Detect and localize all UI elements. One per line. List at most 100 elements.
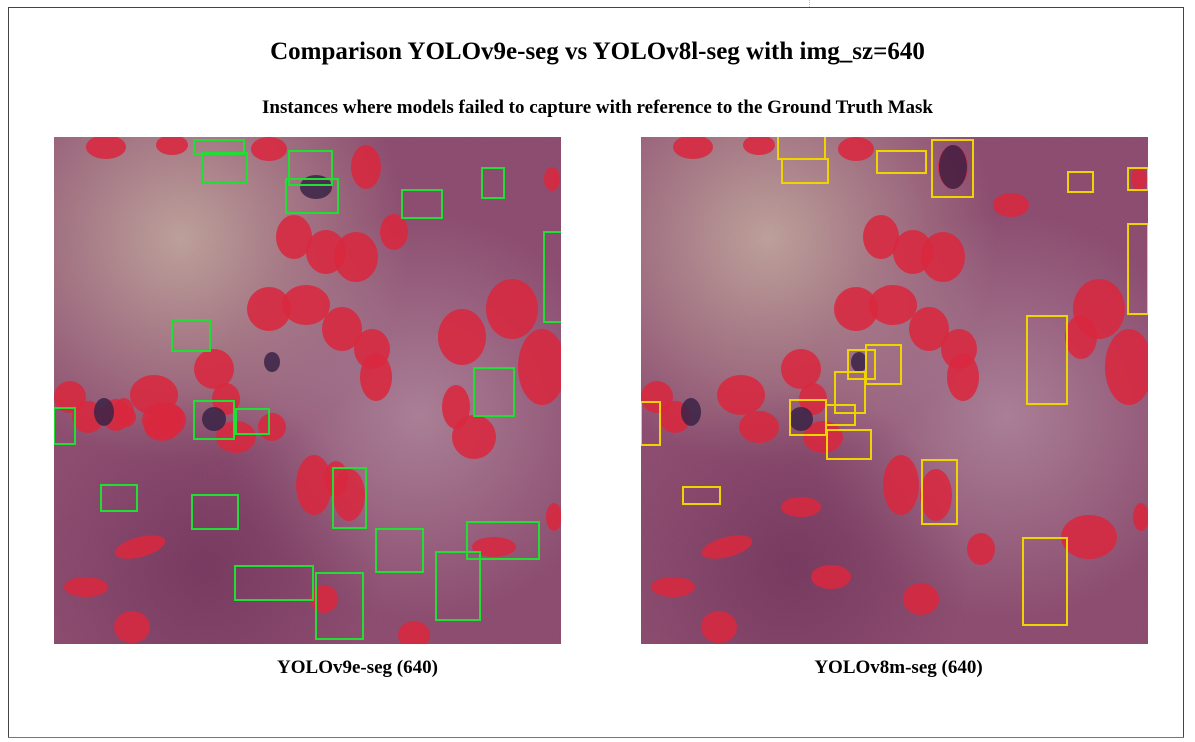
cell-mask	[743, 137, 775, 155]
missed-instance-box	[193, 400, 235, 440]
cell-mask	[811, 565, 851, 589]
missed-instance-box	[234, 565, 314, 601]
missed-instance-box	[847, 349, 876, 380]
detection-boxes-yolov8m	[641, 137, 1148, 626]
missed-instance-box	[435, 551, 481, 621]
cell-mask	[360, 353, 392, 401]
cell-mask	[116, 407, 136, 427]
cell-mask	[247, 287, 291, 331]
missed-instance-box	[931, 139, 974, 198]
caption-yolov8m: YOLOv8m-seg (640)	[814, 657, 983, 678]
nucleus	[202, 407, 226, 431]
cell-mask	[86, 137, 126, 159]
cell-mask	[334, 232, 378, 282]
figure-title: Comparison YOLOv9e-seg vs YOLOv8l-seg wi…	[270, 38, 925, 65]
cell-mask	[967, 533, 995, 565]
cell-mask	[380, 214, 408, 250]
cell-mask	[438, 309, 486, 365]
panel-yolov8m	[641, 137, 1148, 644]
missed-instance-box	[826, 429, 872, 460]
cell-mask	[296, 455, 332, 515]
cell-mask	[781, 497, 821, 517]
cell-mask	[869, 285, 917, 325]
missed-instance-box	[641, 401, 661, 446]
cell-mask	[546, 503, 561, 531]
cell-mask	[258, 413, 286, 441]
nucleus	[300, 175, 332, 199]
cell-mask	[993, 193, 1029, 217]
missed-instance-box	[481, 167, 505, 199]
missed-instance-box	[921, 459, 958, 525]
cell-mask	[322, 307, 362, 351]
nucleus	[939, 145, 967, 189]
cell-mask	[947, 353, 979, 401]
cell-mask	[903, 583, 939, 615]
cell-mask	[883, 455, 919, 515]
missed-instance-box	[473, 367, 515, 417]
cell-mask	[701, 611, 737, 643]
cell-mask	[651, 577, 695, 597]
cell-mask	[673, 137, 713, 159]
cell-mask	[472, 537, 516, 557]
cell-mask	[1105, 329, 1148, 405]
missed-instance-box	[466, 521, 540, 560]
missed-instance-box	[1127, 167, 1148, 191]
missed-instance-box	[781, 158, 829, 184]
cell-mask	[834, 287, 878, 331]
missed-instance-box	[1067, 171, 1094, 193]
missed-instance-box	[332, 467, 367, 529]
cell-mask	[114, 611, 150, 643]
top-tick-mark	[809, 0, 810, 7]
missed-instance-box	[825, 404, 856, 426]
cell-mask	[194, 349, 234, 389]
detection-boxes-yolov9e	[54, 139, 561, 640]
missed-instance-box	[543, 231, 561, 323]
missed-instance-box	[401, 189, 443, 219]
missed-instance-box	[285, 178, 339, 214]
missed-instance-box	[1127, 223, 1148, 315]
missed-instance-box	[876, 150, 927, 174]
missed-instance-box	[865, 344, 902, 385]
figure-subtitle: Instances where models failed to capture…	[262, 97, 933, 118]
missed-instance-box	[235, 408, 270, 435]
cell-mask	[781, 349, 821, 389]
cell-mask	[351, 145, 381, 189]
nucleus	[681, 398, 701, 426]
missed-instance-box	[288, 150, 333, 186]
missed-instance-box	[315, 572, 364, 640]
cell-mask	[486, 279, 538, 339]
cell-mask	[152, 409, 172, 429]
tissue-image-yolov9e	[54, 137, 561, 644]
cell-mask	[398, 621, 430, 644]
cell-mask	[1133, 503, 1148, 531]
cell-mask	[1065, 315, 1097, 359]
panel-yolov9e	[54, 137, 561, 644]
cell-mask	[863, 215, 899, 259]
missed-instance-box	[1022, 537, 1068, 626]
nucleus	[789, 407, 813, 431]
cell-mask	[114, 535, 166, 559]
cell-mask	[452, 415, 496, 459]
cell-mask	[156, 137, 188, 155]
cell-mask	[920, 469, 952, 521]
cell-mask	[1061, 515, 1117, 559]
cell-mask	[276, 215, 312, 259]
missed-instance-box	[834, 371, 866, 414]
cell-mask	[838, 137, 874, 161]
cell-mask	[921, 232, 965, 282]
cell-mask	[518, 329, 561, 405]
nucleus	[94, 398, 114, 426]
cell-mask	[310, 585, 338, 613]
cell-mask	[739, 411, 779, 443]
cell-mask	[717, 375, 765, 415]
missed-instance-box	[682, 486, 721, 505]
cell-mask	[544, 167, 560, 191]
missed-instance-box	[375, 528, 424, 573]
cell-mask	[324, 461, 348, 497]
nucleus	[851, 352, 867, 372]
missed-instance-box	[54, 407, 76, 445]
bottom-rule	[8, 737, 1184, 738]
missed-instance-box	[191, 494, 239, 530]
cell-mask	[1131, 167, 1147, 191]
cell-mask	[64, 577, 108, 597]
